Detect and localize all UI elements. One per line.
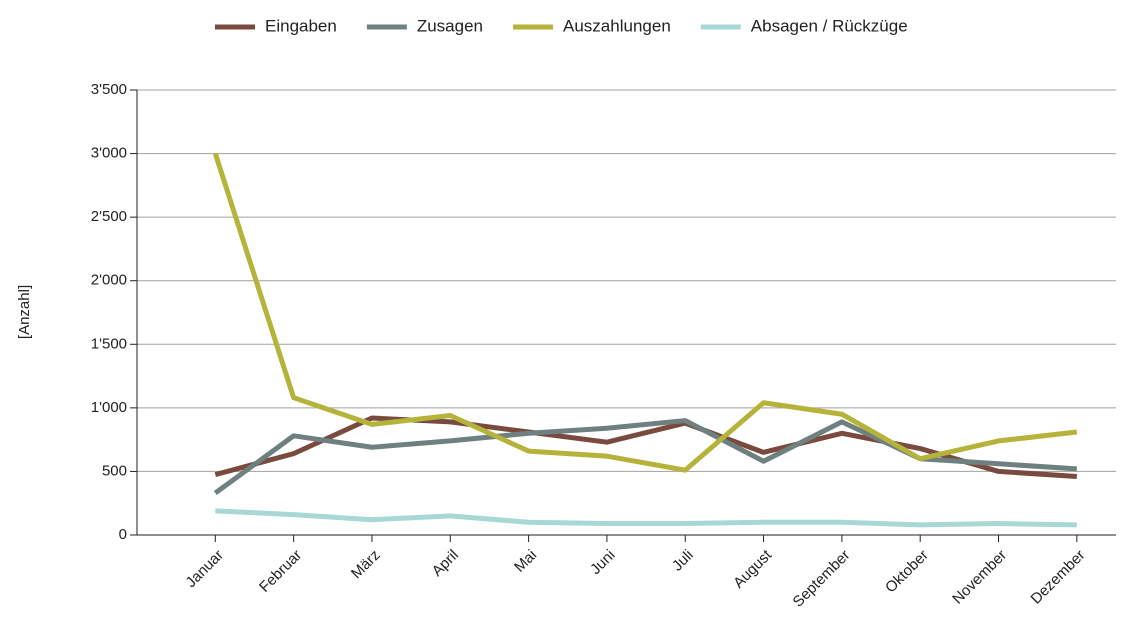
x-tick-label: Mai (511, 547, 540, 576)
x-tick-label: Januar (182, 547, 226, 591)
x-tick-label: Juli (669, 547, 697, 575)
x-tick-label: August (730, 546, 776, 592)
series-line (212, 152, 1078, 473)
series-line (213, 418, 1078, 496)
x-tick-label: November (949, 547, 1010, 608)
y-tick-label: 2'500 (91, 208, 127, 225)
series-line (214, 415, 1078, 480)
x-tick-label: Oktober (882, 547, 932, 597)
legend-label: Zusagen (417, 16, 483, 35)
y-tick-label: 2'000 (91, 272, 127, 289)
x-tick-label: März (348, 547, 384, 583)
x-tick-label: Dezember (1028, 547, 1089, 608)
x-tick-label: Juni (587, 547, 618, 578)
legend-label: Auszahlungen (563, 16, 671, 35)
y-tick-label: 0 (119, 526, 127, 543)
series-line (215, 508, 1077, 528)
y-tick-label: 3'500 (91, 81, 127, 98)
y-tick-label: 1'500 (91, 335, 127, 352)
y-tick-label: 1'000 (91, 399, 127, 416)
x-tick-label: Februar (256, 547, 305, 596)
legend-label: Absagen / Rückzüge (751, 16, 908, 35)
y-tick-label: 500 (102, 462, 127, 479)
y-tick-label: 3'000 (91, 145, 127, 162)
y-axis-label: [Anzahl] (16, 285, 33, 339)
x-tick-label: September (790, 547, 854, 611)
legend-label: Eingaben (265, 16, 337, 35)
x-tick-label: April (429, 547, 462, 580)
